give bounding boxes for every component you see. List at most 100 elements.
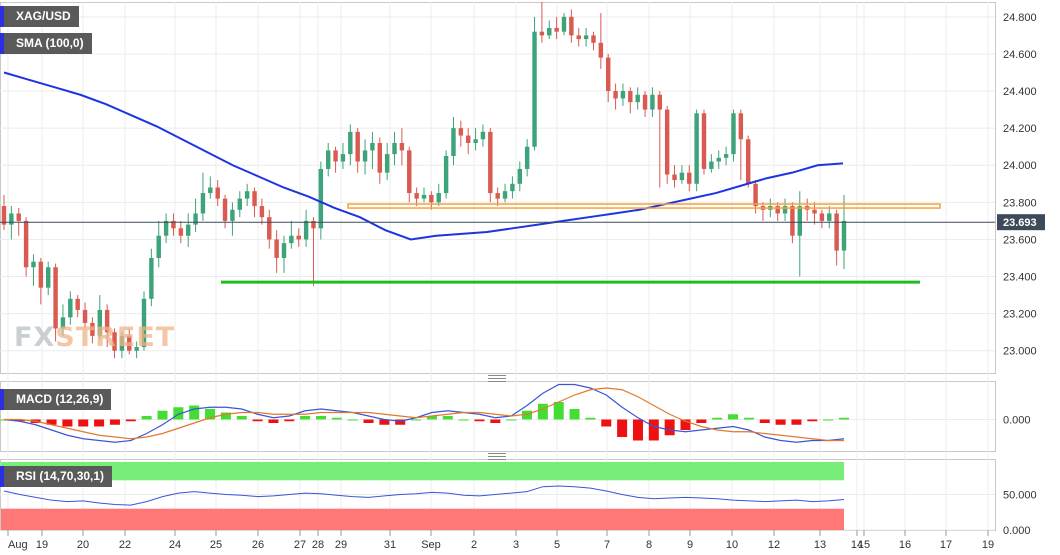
candle[interactable]: [222, 194, 228, 229]
candle[interactable]: [370, 131, 375, 169]
candle[interactable]: [591, 31, 596, 51]
candle[interactable]: [90, 317, 95, 344]
candle[interactable]: [679, 165, 685, 184]
candle[interactable]: [672, 165, 677, 188]
candle[interactable]: [289, 220, 294, 249]
resistance-line[interactable]: [347, 203, 941, 209]
candle[interactable]: [716, 150, 721, 169]
candle[interactable]: [208, 176, 213, 199]
macd-panel[interactable]: [0, 383, 849, 443]
candle[interactable]: [60, 304, 66, 336]
candle[interactable]: [134, 341, 139, 359]
candle[interactable]: [384, 142, 390, 181]
candle[interactable]: [97, 295, 102, 340]
candle[interactable]: [797, 191, 802, 277]
candle[interactable]: [399, 128, 405, 166]
candle[interactable]: [694, 109, 699, 192]
candle[interactable]: [9, 206, 14, 240]
candle[interactable]: [31, 254, 36, 286]
candle[interactable]: [311, 217, 316, 286]
candle[interactable]: [458, 120, 464, 147]
candle[interactable]: [701, 109, 707, 175]
candle[interactable]: [127, 328, 132, 355]
candle[interactable]: [598, 13, 604, 69]
candle[interactable]: [149, 248, 154, 307]
candle[interactable]: [613, 83, 618, 110]
candle[interactable]: [827, 206, 832, 229]
candle[interactable]: [488, 128, 493, 203]
symbol-label[interactable]: XAG/USD: [0, 6, 79, 27]
candle[interactable]: [414, 187, 419, 207]
candle[interactable]: [53, 263, 58, 342]
candle[interactable]: [348, 124, 353, 166]
candle[interactable]: [635, 87, 640, 110]
candle[interactable]: [657, 91, 662, 188]
candle[interactable]: [267, 209, 272, 249]
candle[interactable]: [230, 202, 235, 236]
candle[interactable]: [539, 2, 545, 43]
panel-resize-handle-rsi[interactable]: [488, 453, 506, 460]
candle[interactable]: [547, 20, 552, 40]
macd-indicator-label[interactable]: MACD (12,26,9): [0, 389, 112, 410]
candle[interactable]: [156, 220, 161, 268]
candle[interactable]: [775, 202, 780, 221]
candle[interactable]: [68, 291, 73, 325]
candle[interactable]: [606, 53, 611, 103]
candle[interactable]: [75, 295, 80, 318]
candle[interactable]: [274, 230, 279, 273]
candle[interactable]: [760, 202, 766, 221]
candle[interactable]: [480, 124, 486, 147]
candle[interactable]: [119, 332, 125, 359]
candle[interactable]: [650, 87, 655, 118]
candle[interactable]: [104, 304, 110, 348]
candle[interactable]: [517, 161, 522, 192]
candle[interactable]: [576, 27, 581, 47]
candle[interactable]: [664, 105, 670, 184]
candle[interactable]: [326, 142, 331, 177]
candle[interactable]: [296, 228, 301, 247]
candle[interactable]: [790, 202, 795, 244]
candle[interactable]: [524, 139, 530, 177]
candle[interactable]: [709, 154, 714, 173]
candle[interactable]: [163, 213, 169, 244]
candle[interactable]: [731, 109, 736, 162]
candle[interactable]: [569, 9, 574, 43]
candle[interactable]: [436, 183, 441, 207]
candle[interactable]: [82, 302, 88, 329]
candle[interactable]: [687, 165, 692, 192]
sma-indicator-label[interactable]: SMA (100,0): [0, 33, 92, 54]
candle[interactable]: [362, 139, 368, 175]
candle[interactable]: [642, 91, 648, 118]
candle[interactable]: [38, 257, 44, 305]
candle[interactable]: [495, 187, 500, 207]
candle[interactable]: [834, 209, 839, 266]
candle[interactable]: [392, 131, 397, 166]
candle[interactable]: [451, 117, 456, 166]
candle[interactable]: [554, 16, 559, 40]
candle[interactable]: [583, 27, 589, 47]
candle[interactable]: [281, 235, 287, 273]
candle[interactable]: [252, 187, 257, 218]
candle[interactable]: [561, 13, 567, 36]
candle[interactable]: [1, 194, 7, 231]
candle[interactable]: [532, 16, 537, 151]
candle[interactable]: [812, 202, 817, 225]
candle[interactable]: [377, 137, 382, 184]
candle[interactable]: [466, 128, 471, 155]
candle[interactable]: [738, 109, 744, 181]
candle[interactable]: [473, 128, 478, 151]
candle[interactable]: [723, 146, 729, 166]
candle[interactable]: [355, 128, 360, 173]
candle[interactable]: [502, 183, 508, 203]
candle[interactable]: [46, 261, 51, 296]
candle[interactable]: [178, 220, 184, 244]
candle[interactable]: [421, 187, 427, 203]
candle[interactable]: [333, 146, 338, 173]
candle[interactable]: [318, 161, 324, 240]
candle[interactable]: [443, 150, 449, 199]
candle[interactable]: [193, 198, 198, 233]
candle[interactable]: [429, 191, 434, 210]
candle[interactable]: [171, 213, 176, 236]
candle[interactable]: [819, 209, 825, 229]
candle[interactable]: [782, 198, 788, 221]
